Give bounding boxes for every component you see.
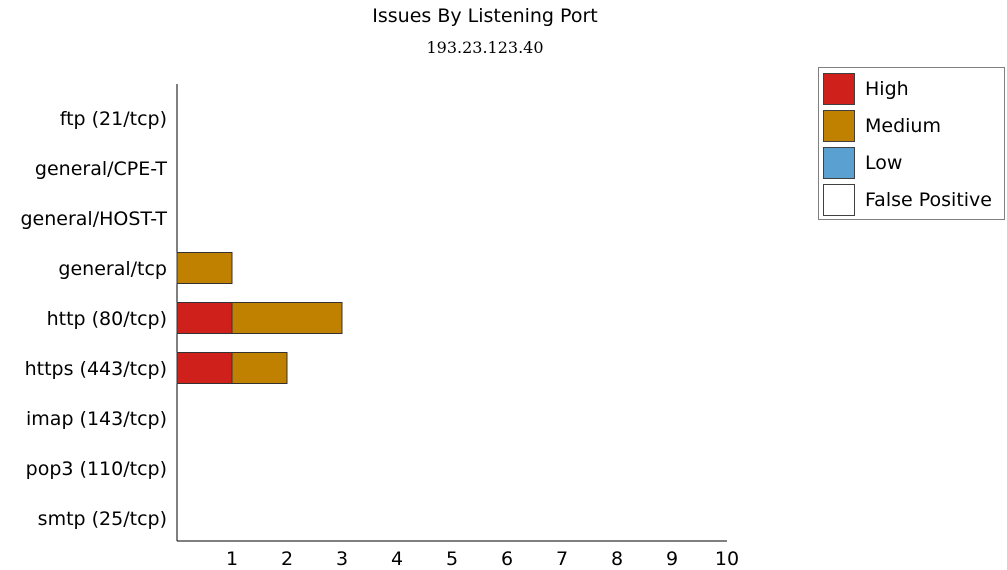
legend: High Medium Low False Positive (818, 67, 1005, 220)
chart-subtitle: 193.23.123.40 (426, 38, 544, 57)
y-tick-label: https (443/tcp) (25, 358, 167, 380)
x-tick-label: 1 (226, 548, 238, 570)
legend-swatch (823, 184, 855, 216)
bar-segment (231, 352, 288, 384)
legend-label: Low (865, 152, 903, 174)
legend-item: High (823, 72, 909, 106)
bar-segment (176, 252, 233, 284)
y-tick-label: pop3 (110/tcp) (26, 458, 167, 480)
y-tick-label: general/CPE-T (35, 158, 167, 180)
y-tick-label: general/tcp (58, 258, 167, 280)
chart-title: Issues By Listening Port (372, 5, 598, 27)
bars-group (176, 252, 343, 384)
legend-swatch (823, 73, 855, 105)
bar-segment (176, 352, 233, 384)
legend-label: False Positive (865, 189, 992, 211)
y-tick-label: general/HOST-T (21, 208, 168, 230)
bar-segment (176, 302, 233, 334)
legend-label: High (865, 78, 909, 100)
x-tick-label: 8 (611, 548, 623, 570)
legend-swatch (823, 110, 855, 142)
x-tick-label: 4 (391, 548, 403, 570)
y-tick-label: http (80/tcp) (47, 308, 167, 330)
y-tick-labels: ftp (21/tcp) general/CPE-T general/HOST-T g… (21, 108, 168, 530)
legend-swatch (823, 147, 855, 179)
x-tick-label: 10 (715, 548, 739, 570)
x-tick-label: 6 (501, 548, 513, 570)
legend-item: False Positive (823, 183, 992, 217)
x-tick-label: 2 (281, 548, 293, 570)
legend-item: Low (823, 146, 902, 180)
legend-item: Medium (823, 109, 941, 143)
y-tick-label: imap (143/tcp) (26, 408, 167, 430)
bar-segment (231, 302, 343, 334)
y-tick-label: smtp (25/tcp) (38, 508, 167, 530)
x-tick-label: 3 (336, 548, 348, 570)
x-tick-labels: 1 2 3 4 5 6 7 8 9 10 (226, 548, 739, 570)
x-tick-label: 5 (446, 548, 458, 570)
x-tick-label: 7 (556, 548, 568, 570)
legend-label: Medium (865, 115, 941, 137)
y-tick-label: ftp (21/tcp) (60, 108, 167, 130)
x-tick-label: 9 (666, 548, 678, 570)
